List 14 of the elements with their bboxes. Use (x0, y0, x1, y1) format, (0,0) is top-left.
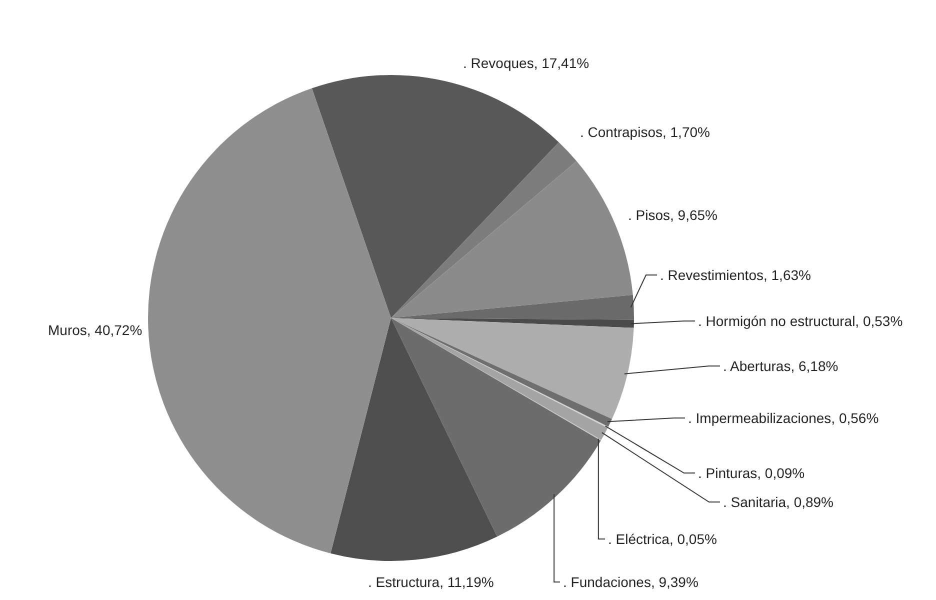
slice-label: . Fundaciones, 9,39% (563, 574, 698, 590)
slice-label: . Contrapisos, 1,70% (580, 124, 710, 140)
slice-label: . Eléctrica, 0,05% (608, 530, 717, 547)
slice-label: . Aberturas, 6,18% (723, 358, 838, 374)
slice-label: . Sanitaria, 0,89% (723, 494, 834, 510)
slice-label: . Pisos, 9,65% (628, 206, 718, 223)
pie-slice (391, 142, 577, 318)
slice-label: . Revoques, 17,41% (463, 54, 590, 71)
slice-label: . Revestimientos, 1,63% (660, 266, 811, 283)
slice-label: . Hormigón no estructural, 0,53% (698, 312, 903, 329)
slice-label: . Impermeabilizaciones, 0,56% (688, 410, 879, 426)
slice-label: Muros, 40,72% (48, 322, 142, 338)
slice-label: . Estructura, 11,19% (368, 574, 494, 590)
slice-label: . Pinturas, 0,09% (698, 464, 805, 481)
